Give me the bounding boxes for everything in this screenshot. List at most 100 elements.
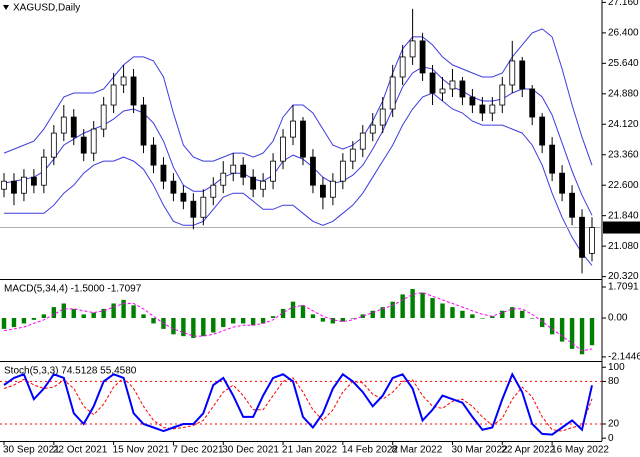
candle-body [449,80,456,90]
y-tick-label: 26.400 [608,28,639,39]
candle-body [559,172,566,194]
x-tick-label: 15 Nov 2021 [113,445,170,456]
candle-body [459,80,466,98]
x-tick-label: 8 Mar 2022 [392,445,443,456]
y-tick-label: 80 [608,376,620,387]
candle-body [359,132,366,150]
macd-bar [549,318,555,335]
y-tick-label: 20.320 [608,271,639,282]
macd-bar [380,307,385,319]
candle-body [489,104,496,114]
macd-bar [430,298,435,319]
macd-bar [370,310,375,319]
candle-body [60,116,67,134]
candle-body [220,172,227,186]
candle-body [300,120,306,158]
macd-bar [520,310,525,319]
macd-bar [211,318,216,333]
candle-body [479,104,486,114]
macd-bar [450,307,455,319]
macd-bar [201,318,206,337]
macd-bar [221,318,226,328]
macd-bar [21,318,27,324]
macd-bar [31,318,37,320]
macd-bar [320,318,326,322]
macd-bar [270,316,276,319]
macd-bar [231,318,236,324]
macd-bar [81,314,86,319]
x-tick-label: 22 Oct 2021 [53,445,108,456]
y-tick-label: 23.360 [608,149,639,160]
x-tick-label: 16 May 2022 [551,445,609,456]
candle-body [529,88,536,118]
candle-body [399,56,406,78]
candle-body [110,84,117,106]
candle-body [120,76,127,86]
dropdown-icon[interactable] [3,5,9,10]
y-tick-label: 100 [608,362,625,373]
macd-bar [470,314,475,319]
candle-body [280,136,286,162]
candle-body [320,184,326,198]
macd-bar [530,318,535,319]
candle-body [21,176,27,194]
macd-bar [589,318,595,346]
y-tick-label: 22.600 [608,180,639,191]
macd-bar [121,299,126,319]
macd-bar [500,310,505,319]
macd-bar [280,308,286,319]
candle-body [190,200,197,218]
stoch-title: Stoch(5,3,3) 74.5128 55.4580 [4,366,137,377]
y-tick-label: 1.7091 [608,282,639,293]
candle-body [50,132,57,158]
y-tick-label: 21.840 [608,210,639,221]
x-tick-label: 21 Jan 2022 [282,445,337,456]
candle-body [40,156,47,186]
candle-body [569,192,575,218]
macd-bar [290,301,296,319]
y-tick-label: 25.640 [608,58,639,69]
candle-body [589,227,595,254]
macd-bar [559,318,565,342]
macd-signal [3,292,593,352]
candle-body [379,108,386,126]
macd-bar [400,294,405,319]
candle-body [150,144,157,166]
macd-bar [240,318,246,324]
stoch-main [3,371,593,436]
candle-body [389,76,396,110]
macd-bar [569,318,575,349]
macd-bar [390,301,395,319]
macd-bar [330,318,336,324]
candle-body [140,104,147,146]
macd-bar [151,318,156,324]
candle-body [549,144,556,174]
current-price-label: 21.544 [607,222,638,233]
macd-bar [51,307,57,319]
x-tick-label: 30 Sep 2021 [3,445,60,456]
macd-bar [11,318,17,328]
bollinger-lower [4,92,593,266]
y-tick-label: -2.1446 [608,352,640,363]
y-tick-label: 27.160 [608,0,639,8]
y-tick-label: 20 [608,419,620,430]
y-tick-label: 24.120 [608,119,639,130]
candle-body [439,88,446,94]
macd-bar [250,318,256,326]
candle-body [339,160,346,182]
candle-body [349,148,356,162]
macd-bar [41,314,47,319]
macd-bar [440,303,445,319]
macd-title: MACD(5,34,4) -1.5000 -1.7097 [4,284,142,295]
candle-body [90,128,97,154]
x-tick-label: 14 Feb 2022 [342,445,399,456]
symbol-title: XAGUSD,Daily [13,3,80,14]
macd-bar [460,310,465,319]
candle-body [499,84,506,106]
candle-body [180,192,187,202]
candle-body [469,96,476,106]
candle-body [70,116,77,138]
macd-bar [340,318,346,322]
